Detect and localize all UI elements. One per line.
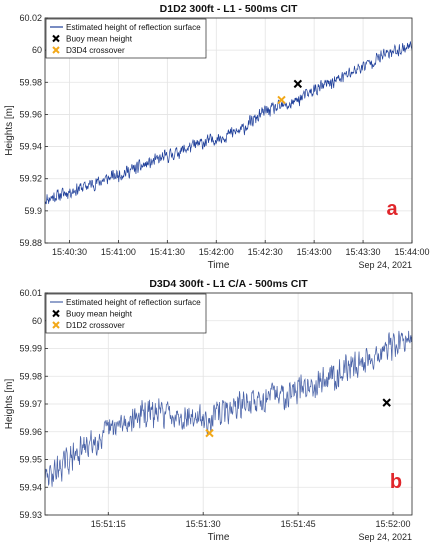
y-tick-label: 59.9 — [24, 206, 42, 216]
marker-crossover-stroke — [277, 95, 286, 105]
marker-buoy-mean-height-stroke — [382, 398, 391, 407]
y-tick-label: 59.94 — [19, 482, 42, 492]
x-tick-label: 15:41:00 — [101, 247, 136, 257]
legend-entry: Buoy mean height — [66, 310, 133, 319]
marker-crossover-stroke — [205, 428, 214, 438]
legend-swatch-buoy-marker — [52, 34, 60, 43]
x-tick-label: 15:40:30 — [52, 247, 87, 257]
marker-crossover — [205, 428, 214, 438]
y-axis-label: Heights [m] — [4, 378, 15, 429]
legend-entry: D1D2 crossover — [66, 321, 125, 330]
legend-entry: Estimated height of reflection surface — [66, 298, 201, 307]
y-tick-label: 59.94 — [19, 142, 42, 152]
panel-label: a — [386, 198, 398, 220]
chart-title: D3D4 300ft - L1 C/A - 500ms CIT — [149, 278, 308, 290]
y-tick-label: 59.96 — [19, 427, 42, 437]
panel-label: b — [390, 471, 402, 493]
y-tick-label: 59.88 — [19, 238, 42, 248]
x-tick-label: 15:43:00 — [297, 247, 332, 257]
legend-entry: Buoy mean height — [66, 35, 133, 44]
y-tick-label: 59.92 — [19, 174, 42, 184]
legend-swatch-crossover-marker — [52, 321, 60, 329]
chart-panel-a: 15:40:30 15:41:00 15:41:30 15:42:00 15:42:30… — [4, 3, 430, 271]
x-tick-label: 15:51:30 — [186, 519, 221, 529]
y-tick-label: 59.95 — [19, 455, 42, 465]
x-tick-label: 15:51:15 — [91, 519, 126, 529]
series-line-reflection-height — [45, 41, 412, 205]
legend-entry: Estimated height of reflection surface — [66, 23, 201, 32]
chart-title: D1D2 300ft - L1 - 500ms CIT — [160, 3, 298, 15]
legend-entry: D3D4 crossover — [66, 46, 125, 55]
x-axis-label: Time — [208, 260, 230, 271]
legend-swatch-buoy-marker — [52, 309, 60, 318]
y-tick-label: 60 — [32, 45, 42, 55]
x-tick-label: 15:42:30 — [248, 247, 283, 257]
date-label: Sep 24, 2021 — [358, 260, 412, 270]
legend-box — [45, 293, 207, 334]
y-tick-label: 60.01 — [19, 288, 42, 298]
y-tick-label: 59.97 — [19, 399, 42, 409]
legend-box — [45, 18, 207, 59]
chart-panel-b: 15:51:15 15:51:30 15:51:45 15:52:00 59.93 59.… — [4, 278, 413, 543]
legend-swatch-crossover-marker — [52, 46, 60, 54]
marker-buoy-mean-height — [293, 79, 303, 89]
y-tick-label: 59.98 — [19, 371, 42, 381]
x-tick-label: 15:51:45 — [281, 519, 316, 529]
y-tick-label: 60 — [32, 316, 42, 326]
axes-box — [44, 17, 413, 244]
series-line-reflection-height — [45, 330, 412, 487]
x-tick-label: 15:52:00 — [375, 519, 410, 529]
x-tick-label: 15:44:00 — [394, 247, 429, 257]
legend: Estimated height of reflection surface Bu… — [45, 293, 207, 334]
x-tick-label: 15:41:30 — [150, 247, 185, 257]
date-label: Sep 24, 2021 — [358, 532, 412, 542]
y-tick-label: 59.96 — [19, 109, 42, 119]
y-tick-label: 59.99 — [19, 344, 42, 354]
marker-buoy-mean-height-stroke — [293, 79, 303, 89]
x-tick-label: 15:43:30 — [346, 247, 381, 257]
marker-crossover — [277, 95, 286, 105]
y-tick-label: 59.93 — [19, 510, 42, 520]
y-tick-label: 60.02 — [19, 13, 42, 23]
marker-buoy-mean-height — [382, 398, 391, 407]
y-tick-label: 59.98 — [19, 77, 42, 87]
y-axis-label: Heights [m] — [4, 105, 15, 156]
x-tick-label: 15:42:00 — [199, 247, 234, 257]
x-axis-label: Time — [208, 532, 230, 543]
legend: Estimated height of reflection surface Bu… — [45, 18, 207, 59]
